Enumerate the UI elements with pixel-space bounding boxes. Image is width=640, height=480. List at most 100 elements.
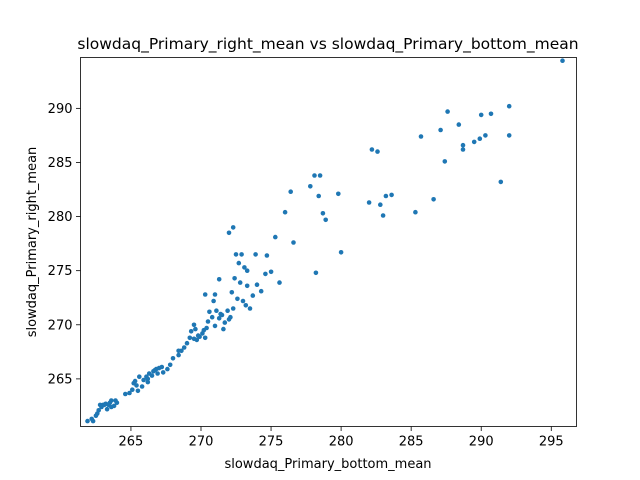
data-point xyxy=(389,192,394,198)
data-point xyxy=(195,333,201,338)
data-point xyxy=(478,112,484,118)
data-point xyxy=(96,408,101,413)
data-point xyxy=(89,416,94,422)
x-tick-label: 270 xyxy=(189,435,214,450)
data-point xyxy=(317,173,323,178)
data-point xyxy=(111,403,117,409)
data-point xyxy=(477,136,483,141)
data-point xyxy=(239,252,244,257)
data-point xyxy=(244,268,250,274)
data-point xyxy=(104,406,110,412)
data-point xyxy=(218,311,223,317)
data-point xyxy=(137,374,142,380)
data-point xyxy=(244,283,250,289)
data-point xyxy=(264,253,270,258)
data-point xyxy=(212,292,218,297)
data-point xyxy=(188,329,194,334)
data-point xyxy=(413,209,418,215)
data-point xyxy=(170,356,176,361)
data-point xyxy=(222,320,228,325)
data-point xyxy=(216,277,222,282)
x-tick-label: 295 xyxy=(539,435,564,450)
data-point xyxy=(230,306,236,311)
data-point xyxy=(207,309,212,315)
data-point xyxy=(240,298,246,304)
data-point xyxy=(152,367,158,373)
data-point xyxy=(247,306,253,311)
data-point xyxy=(109,398,114,403)
data-point xyxy=(506,133,512,138)
data-point xyxy=(85,418,90,424)
data-point xyxy=(282,209,288,215)
x-tick-label: 265 xyxy=(119,435,144,450)
data-point xyxy=(418,134,424,139)
data-point xyxy=(460,142,466,148)
x-tick-label: 285 xyxy=(399,435,424,450)
data-point xyxy=(212,323,218,329)
y-axis-label: slowdaq_Primary_right_mean xyxy=(25,147,40,338)
chart-title: slowdaq_Primary_right_mean vs slowdaq_Pr… xyxy=(77,35,578,54)
data-point xyxy=(233,252,239,257)
data-point xyxy=(127,390,132,396)
data-point xyxy=(145,376,151,382)
data-point xyxy=(149,373,155,378)
data-point xyxy=(323,217,329,223)
data-point xyxy=(130,387,135,393)
data-point xyxy=(313,270,319,276)
data-point xyxy=(445,109,450,114)
data-point xyxy=(184,340,190,346)
data-point xyxy=(228,314,233,320)
y-tick-label: 290 xyxy=(48,102,73,117)
data-point xyxy=(235,296,240,302)
data-point xyxy=(460,147,466,152)
data-point xyxy=(242,265,247,270)
data-point xyxy=(216,316,222,321)
y-tick-label: 280 xyxy=(48,210,73,225)
data-point xyxy=(263,271,268,277)
data-point xyxy=(378,202,383,207)
y-tick-label: 265 xyxy=(48,372,73,387)
data-point xyxy=(383,193,389,199)
data-point xyxy=(488,111,494,117)
data-point xyxy=(312,173,317,178)
data-point xyxy=(191,322,197,328)
data-point xyxy=(336,191,341,197)
data-point xyxy=(253,252,258,257)
data-point xyxy=(225,308,230,314)
x-tick-label: 280 xyxy=(329,435,354,450)
data-point xyxy=(316,193,322,199)
x-tick-label: 290 xyxy=(469,435,494,450)
data-point xyxy=(187,335,193,341)
data-point xyxy=(438,127,443,133)
data-point xyxy=(141,377,146,383)
data-point xyxy=(277,280,282,285)
data-point xyxy=(288,189,294,194)
data-point xyxy=(155,371,160,376)
data-point xyxy=(431,197,436,202)
data-point xyxy=(135,388,141,394)
x-tick-label: 275 xyxy=(259,435,284,450)
data-point xyxy=(176,348,181,354)
data-point xyxy=(211,298,216,304)
data-point xyxy=(254,282,260,288)
data-point xyxy=(236,260,242,266)
data-point xyxy=(194,337,200,343)
data-point xyxy=(165,366,170,372)
points-layer xyxy=(85,58,565,424)
data-point xyxy=(375,149,380,154)
data-point xyxy=(308,184,313,189)
data-point xyxy=(202,292,208,297)
data-point xyxy=(202,335,208,341)
data-point xyxy=(483,133,488,138)
data-point xyxy=(113,398,118,403)
data-point xyxy=(123,391,128,397)
data-point xyxy=(471,139,477,145)
data-point xyxy=(159,364,165,370)
data-point xyxy=(221,326,226,332)
data-point xyxy=(250,293,256,298)
data-point xyxy=(320,211,326,216)
data-point xyxy=(506,103,512,109)
data-point xyxy=(205,319,211,324)
